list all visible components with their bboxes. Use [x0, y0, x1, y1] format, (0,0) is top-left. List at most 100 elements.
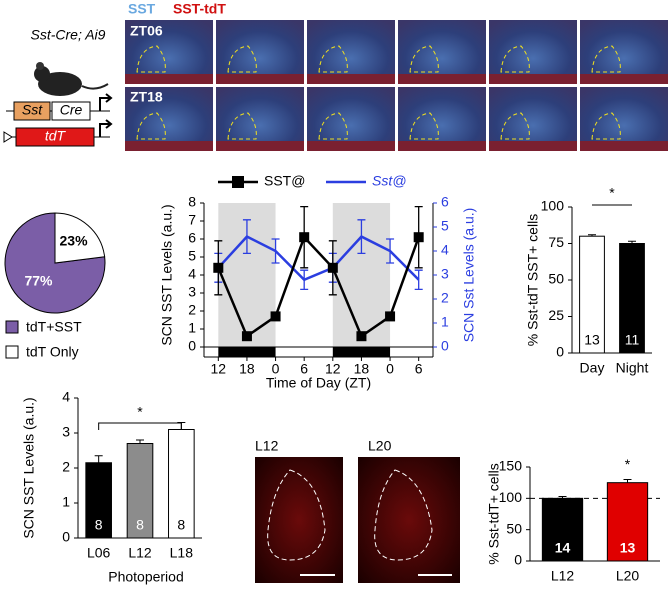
n-label: 13	[584, 332, 600, 348]
mouse-icon	[34, 62, 109, 96]
bar	[168, 429, 195, 539]
x-tick-label: 6	[300, 361, 308, 377]
y-tick-label: 1	[188, 320, 196, 336]
y-tick-label: 0	[62, 529, 70, 545]
axis-title: SCN Sst Levels (a.u.)	[461, 208, 477, 343]
n-label: 13	[620, 540, 636, 556]
n-label: 8	[136, 517, 144, 533]
y2-tick-label: 4	[441, 242, 449, 258]
n-label: 14	[555, 540, 571, 556]
stain-label: SST	[128, 1, 156, 17]
series-line	[217, 235, 420, 282]
x-tick-label: 18	[354, 361, 370, 377]
y-tick-label: 75	[548, 234, 564, 250]
bar	[606, 482, 649, 562]
error-bar	[414, 269, 423, 291]
y-tick-label: 0	[514, 552, 522, 568]
x-tick-label: 0	[272, 361, 280, 377]
y-tick-label: 4	[188, 266, 196, 282]
bar	[619, 243, 645, 354]
bar	[126, 443, 154, 539]
y-tick-label: 1	[62, 494, 70, 510]
marker	[299, 232, 310, 243]
bar	[85, 462, 112, 539]
error-bar	[136, 439, 144, 444]
y-tick-label: 3	[188, 284, 196, 300]
y-tick-label: 100	[541, 198, 565, 214]
significance: *	[609, 185, 615, 201]
y2-tick-label: 2	[441, 290, 449, 306]
pie-slice	[4, 212, 106, 314]
slice-label: 23%	[60, 233, 89, 249]
pie-slice	[54, 212, 106, 264]
x-tick-label: L18	[170, 545, 194, 561]
row-label: ZT06	[130, 23, 163, 39]
y2-tick-label: 3	[441, 266, 449, 282]
y-tick-label: 5	[188, 248, 196, 264]
gene-label: Cre	[60, 102, 83, 118]
slice-label: 77%	[24, 272, 53, 288]
y-tick-label: 8	[188, 194, 196, 210]
y-tick-label: 7	[188, 212, 196, 228]
n-label: 8	[177, 517, 185, 533]
y-tick-label: 25	[548, 307, 564, 323]
marker	[270, 311, 281, 322]
y2-tick-label: 6	[441, 194, 449, 210]
image-label: L12	[255, 438, 279, 454]
photoperiod-images	[255, 457, 460, 583]
x-tick-label: 0	[386, 361, 394, 377]
gene-label: Sst	[22, 102, 43, 118]
legend-swatch	[5, 320, 19, 334]
legend-label: tdT Only	[26, 344, 79, 360]
x-tick-label: 12	[325, 361, 341, 377]
y-tick-label: 100	[499, 489, 523, 505]
legend-label: Sst@	[372, 173, 406, 189]
y2-tick-label: 0	[441, 338, 449, 354]
significance: *	[625, 456, 631, 472]
x-axis-title: Photoperiod	[108, 569, 184, 585]
x-tick-label: L06	[87, 545, 111, 561]
x-axis-title: Time of Day (ZT)	[266, 375, 371, 391]
y-tick-label: 0	[188, 338, 196, 354]
dark-phase-bar	[332, 347, 391, 357]
image-label: L20	[368, 438, 392, 454]
y-tick-label: 50	[548, 271, 564, 287]
axis-title: SCN SST Levels (a.u.)	[21, 397, 37, 538]
y-tick-label: 2	[62, 459, 70, 475]
error-bar	[623, 479, 632, 483]
x-tick-label: Day	[580, 360, 605, 376]
error-bar	[94, 455, 103, 463]
n-label: 8	[95, 517, 103, 533]
marker	[213, 262, 224, 273]
y-tick-label: 2	[188, 302, 196, 318]
row-label: ZT18	[130, 89, 163, 105]
legend-swatch	[5, 345, 19, 359]
marker	[413, 232, 424, 243]
x-tick-label: 18	[239, 361, 255, 377]
dark-phase-bar	[218, 347, 276, 357]
marker	[385, 311, 396, 322]
marker	[241, 331, 252, 342]
micrographs	[125, 20, 668, 151]
gene-construct	[3, 93, 113, 147]
axis-title: SCN SST Levels (a.u.)	[159, 204, 175, 345]
x-tick-label: Night	[616, 360, 649, 376]
legend-label: SST@	[264, 173, 305, 189]
y-tick-label: 50	[506, 520, 522, 536]
legend-label: tdT+SST	[26, 319, 82, 335]
y-tick-label: 150	[499, 458, 523, 474]
x-tick-label: L12	[551, 568, 575, 584]
x-tick-label: 12	[211, 361, 227, 377]
x-tick-label: 6	[415, 361, 423, 377]
y-tick-label: 4	[62, 389, 70, 405]
gene-label: tdT	[45, 128, 67, 144]
axis-title: % Sst-tdT+ cells	[486, 463, 502, 565]
marker	[327, 262, 338, 273]
y-tick-label: 6	[188, 230, 196, 246]
y2-tick-label: 5	[441, 218, 449, 234]
y2-tick-label: 1	[441, 314, 449, 330]
significance: *	[137, 404, 143, 420]
bar	[541, 497, 584, 562]
